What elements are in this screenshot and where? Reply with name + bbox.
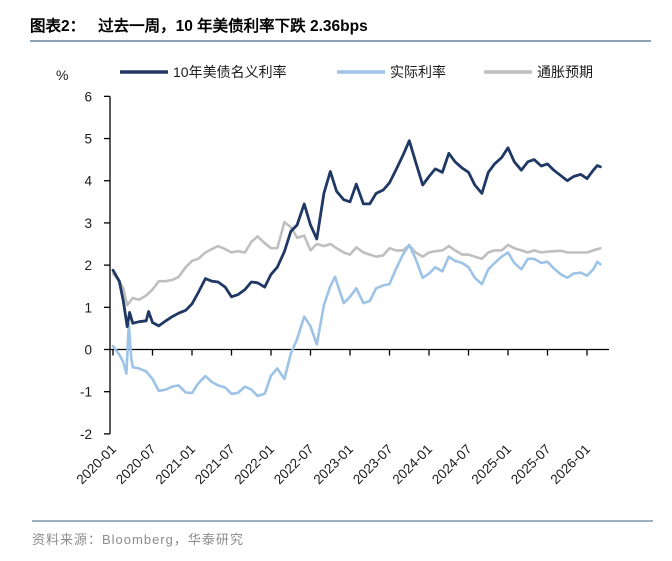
nominal-10y-yield-line <box>111 139 602 329</box>
x-tick-label: 2026-01 <box>547 442 593 488</box>
x-tick-label: 2021-01 <box>152 442 198 488</box>
legend-label-inflation-expectation: 通胀预期 <box>537 64 593 80</box>
x-tick-label: 2025-07 <box>508 442 554 488</box>
figure-number: 图表2： <box>30 18 86 35</box>
y-tick-label: 5 <box>84 132 92 147</box>
title-divider <box>30 40 651 42</box>
x-tick-label: 2020-01 <box>73 442 119 488</box>
y-axis-unit: % <box>56 67 68 83</box>
x-tick-label: 2024-01 <box>389 442 435 488</box>
x-tick-label: 2023-01 <box>310 442 356 488</box>
source-note: 资料来源：Bloomberg，华泰研究 <box>32 532 244 547</box>
y-tick-label: 2 <box>84 258 92 273</box>
x-tick-label: 2025-01 <box>468 442 514 488</box>
x-tick-label: 2020-07 <box>113 442 159 488</box>
x-tick-label: 2021-07 <box>192 442 238 488</box>
x-tick-label: 2023-07 <box>350 442 396 488</box>
y-tick-label: -1 <box>80 385 92 400</box>
figure-title: 图表2： 过去一周，10 年美债利率下跌 2.36bps <box>30 14 368 36</box>
y-tick-label: 4 <box>84 174 92 189</box>
x-tick-label: 2022-01 <box>231 442 277 488</box>
inflation-expectation-line <box>111 220 602 307</box>
y-tick-label: 1 <box>84 300 92 315</box>
legend-label-real-rate: 实际利率 <box>390 64 446 80</box>
y-tick-label: 6 <box>84 89 92 104</box>
figure-caption: 过去一周，10 年美债利率下跌 2.36bps <box>98 18 368 35</box>
footer-divider <box>32 520 653 522</box>
y-tick-label: -2 <box>80 427 92 442</box>
legend-label-nominal-10y-yield: 10年美债名义利率 <box>173 64 287 80</box>
x-tick-label: 2022-07 <box>271 442 317 488</box>
x-tick-label: 2024-07 <box>429 442 475 488</box>
y-tick-label: 0 <box>84 343 92 358</box>
real-rate-line <box>111 243 602 398</box>
y-tick-label: 3 <box>84 216 92 231</box>
